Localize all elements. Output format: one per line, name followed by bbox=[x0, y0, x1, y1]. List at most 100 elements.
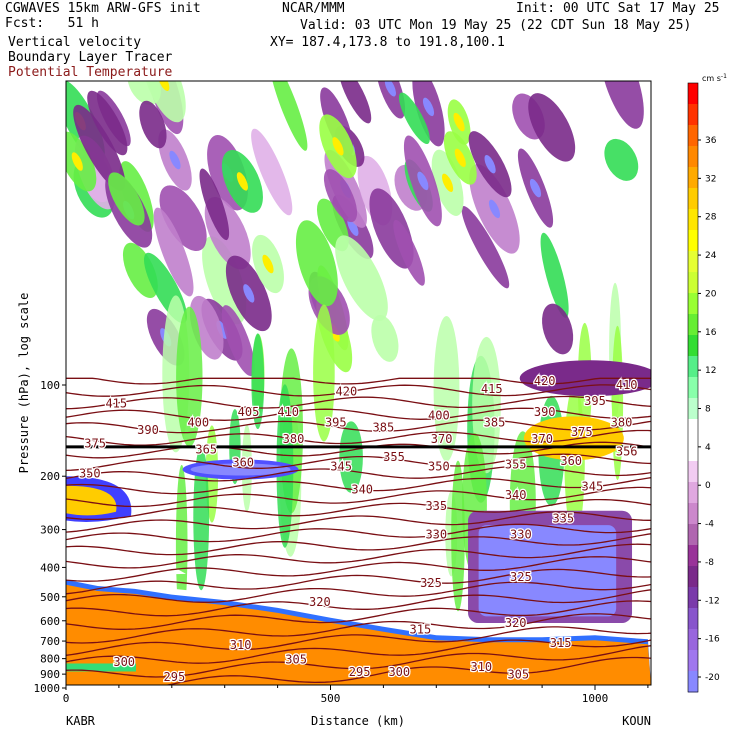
upward-motion-cell bbox=[193, 445, 210, 591]
y-tick-label: 800 bbox=[40, 653, 60, 666]
colorbar-swatch bbox=[688, 209, 698, 231]
downward-motion-cell bbox=[323, 169, 358, 223]
strong-upward-core bbox=[453, 112, 465, 132]
strong-upward-core bbox=[442, 173, 454, 193]
theta-label: 345 bbox=[582, 479, 604, 493]
theta-label: 395 bbox=[584, 394, 606, 408]
upward-motion-cell bbox=[175, 464, 188, 625]
theta-contour-line bbox=[66, 613, 651, 644]
theta-label: 320 bbox=[505, 616, 527, 630]
theta-contour-line bbox=[66, 419, 651, 434]
theta-contour-line bbox=[66, 581, 651, 603]
colorbar-label: -16 bbox=[705, 635, 720, 645]
theta-label: 335 bbox=[425, 499, 447, 513]
downward-motion-cell bbox=[159, 185, 207, 252]
upward-motion-cell bbox=[127, 81, 161, 105]
downward-motion-cell bbox=[87, 90, 128, 156]
downward-motion-cell bbox=[73, 104, 126, 191]
theta-contour-line bbox=[164, 656, 651, 685]
theta-label: 375 bbox=[571, 425, 593, 439]
theta-contour-line bbox=[66, 477, 651, 495]
downward-motion-cell bbox=[393, 219, 425, 286]
upward-motion-cell bbox=[251, 333, 265, 430]
theta-label: 295 bbox=[164, 670, 186, 684]
y-tick-label: 400 bbox=[40, 561, 60, 574]
theta-label: 300 bbox=[388, 665, 410, 679]
upward-motion-cell bbox=[604, 138, 639, 181]
theta-contour-labels: 415 420 415 420 410 395 390 400 405 410 390 395 385 4… bbox=[78, 373, 639, 685]
upward-motion-cell bbox=[122, 242, 158, 299]
x-tick-label: 500 bbox=[321, 692, 341, 705]
theta-contour-line bbox=[66, 486, 651, 508]
field-label-boundary-layer-tracer: Boundary Layer Tracer bbox=[8, 50, 173, 65]
x-axis-title: Distance (km) bbox=[311, 714, 405, 728]
theta-label: 345 bbox=[330, 460, 352, 474]
theta-contour-line bbox=[66, 523, 651, 543]
colorbar-swatch bbox=[688, 419, 698, 441]
downward-motion-cell bbox=[221, 305, 255, 377]
colorbar-swatch bbox=[688, 398, 698, 420]
colorbar-swatch bbox=[688, 377, 698, 399]
colorbar-swatch bbox=[688, 167, 698, 189]
theta-contour-line bbox=[66, 395, 651, 410]
theta-label: 385 bbox=[373, 420, 395, 434]
theta-label: 410 bbox=[616, 378, 638, 392]
theta-contour-line bbox=[66, 407, 651, 421]
colorbar-label: -20 bbox=[705, 673, 720, 683]
upward-motion-cell bbox=[335, 235, 388, 321]
downward-motion-cell bbox=[139, 100, 167, 149]
strong-upward-core bbox=[71, 152, 83, 171]
forecast-hour: Fcst: 51 h bbox=[5, 16, 99, 31]
x-axis: 0 500 1000 bbox=[63, 685, 649, 705]
colorbar-swatch bbox=[688, 146, 698, 168]
theta-label: 335 bbox=[552, 512, 574, 526]
colorbar-label: 8 bbox=[705, 405, 711, 415]
strong-downward-core bbox=[347, 217, 359, 237]
downward-motion-cell bbox=[542, 303, 574, 355]
theta-label: 295 bbox=[349, 665, 371, 679]
colorbar-swatch bbox=[688, 188, 698, 210]
colorbar-swatch bbox=[688, 230, 698, 252]
y-tick-label: 700 bbox=[40, 635, 60, 648]
theta-label: 355 bbox=[505, 458, 527, 472]
theta-label: 356 bbox=[616, 445, 638, 459]
downdraft-core bbox=[190, 463, 291, 476]
theta-contour-line bbox=[66, 543, 651, 569]
upward-motion-cell bbox=[176, 306, 203, 447]
strong-upward-core bbox=[262, 254, 274, 274]
strong-downward-core bbox=[243, 284, 255, 303]
colorbar-label: -8 bbox=[705, 558, 714, 568]
theta-contour-line bbox=[66, 639, 651, 664]
theta-label: 400 bbox=[428, 408, 450, 422]
colorbar-swatch bbox=[688, 251, 698, 273]
model-title: CGWAVES 15km ARW-GFS init bbox=[5, 1, 201, 16]
strong-downward-core bbox=[529, 178, 542, 198]
theta-label: 305 bbox=[285, 653, 307, 667]
surface-green-band bbox=[66, 663, 136, 672]
strong-downward-core bbox=[417, 171, 429, 191]
x-tick-label: 1000 bbox=[582, 692, 609, 705]
colorbar-swatch bbox=[688, 671, 698, 693]
colorbar-swatch bbox=[688, 566, 698, 588]
theta-label: 365 bbox=[195, 442, 217, 456]
upward-motion-cell bbox=[295, 220, 338, 307]
theta-contour-line bbox=[66, 589, 651, 617]
y-axis-title: Pressure (hPa), log scale bbox=[17, 293, 31, 474]
y-tick-label: 200 bbox=[40, 470, 60, 483]
source-center: NCAR/MMM bbox=[282, 1, 345, 16]
field-label-potential-temperature: Potential Temperature bbox=[8, 65, 173, 80]
theta-label: 385 bbox=[484, 416, 506, 430]
downward-motion-cell bbox=[199, 168, 230, 241]
colorbar-swatch bbox=[688, 503, 698, 525]
downdraft-region-core bbox=[478, 525, 617, 617]
theta-contour-line bbox=[66, 465, 651, 482]
downward-motion-cell bbox=[338, 81, 372, 124]
colorbar-swatch bbox=[688, 629, 698, 651]
x-tick-label: 0 bbox=[63, 692, 70, 705]
colorbar-swatch bbox=[688, 545, 698, 567]
valid-time: Valid: 03 UTC Mon 19 May 25 (22 CDT Sun … bbox=[300, 18, 692, 33]
downward-motion-cell bbox=[461, 206, 510, 289]
updraft-bulge bbox=[66, 485, 117, 516]
y-tick-label: 1000 bbox=[34, 682, 61, 695]
upward-motion-cell bbox=[540, 232, 569, 318]
